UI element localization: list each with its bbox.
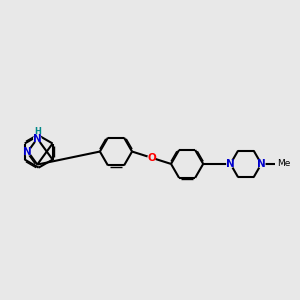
Circle shape bbox=[227, 160, 234, 167]
Circle shape bbox=[148, 154, 155, 161]
Text: N: N bbox=[33, 134, 42, 143]
Text: Me: Me bbox=[278, 159, 291, 168]
Circle shape bbox=[34, 135, 41, 142]
Text: H: H bbox=[34, 127, 41, 136]
Circle shape bbox=[24, 148, 32, 155]
Text: O: O bbox=[147, 153, 156, 163]
Text: N: N bbox=[226, 159, 235, 169]
Text: N: N bbox=[23, 146, 32, 157]
Circle shape bbox=[258, 160, 265, 167]
Text: N: N bbox=[257, 159, 266, 169]
